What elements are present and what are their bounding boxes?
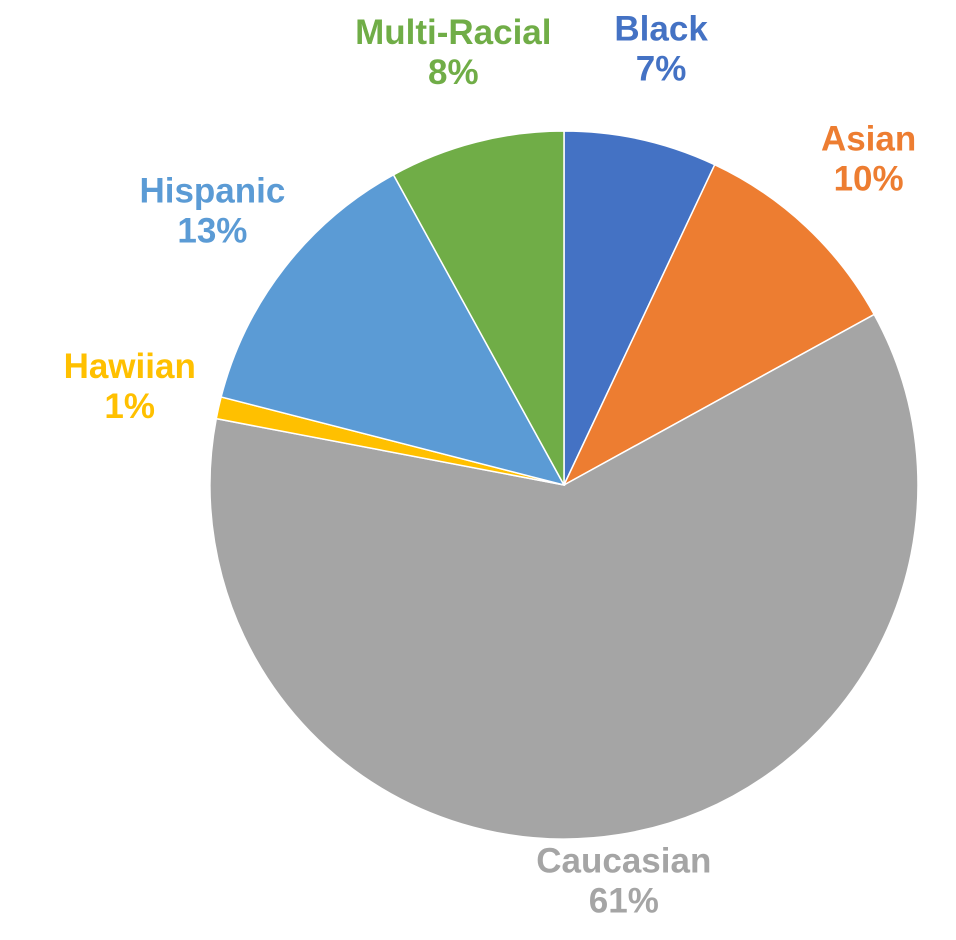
pie-label-multi-racial: Multi-Racial 8% — [355, 13, 551, 92]
pie-label-category: Caucasian — [536, 841, 711, 880]
pie-label-category: Multi-Racial — [355, 13, 551, 52]
pie-label-caucasian: Caucasian 61% — [536, 841, 711, 920]
pie-slice-asian — [562, 163, 876, 487]
pie-label-category: Black — [614, 10, 708, 49]
pie-slice-caucasian — [209, 313, 919, 840]
pie-label-percent: 1% — [104, 387, 155, 426]
pie-slice-hispanic — [220, 173, 566, 487]
pie-labels: Black 7% Asian 10% Caucasian 61% Hawiian 1% Hisp… — [64, 10, 917, 921]
pie-label-percent: 8% — [428, 53, 479, 92]
pie-label-percent: 7% — [636, 50, 687, 89]
pie-label-percent: 10% — [834, 160, 904, 199]
pie-label-percent: 61% — [589, 881, 659, 920]
pie-label-hawiian: Hawiian 1% — [64, 347, 196, 426]
pie-label-hispanic: Hispanic 13% — [139, 171, 285, 250]
pie-slice-black — [563, 130, 716, 486]
pie-slices — [209, 130, 919, 840]
pie-label-category: Asian — [821, 120, 916, 159]
pie-label-percent: 13% — [177, 211, 247, 250]
pie-label-category: Hawiian — [64, 347, 196, 386]
pie-label-black: Black 7% — [614, 10, 708, 89]
pie-label-category: Hispanic — [139, 171, 285, 210]
pie-label-asian: Asian 10% — [821, 120, 916, 199]
pie-slice-multi-racial — [392, 130, 565, 486]
